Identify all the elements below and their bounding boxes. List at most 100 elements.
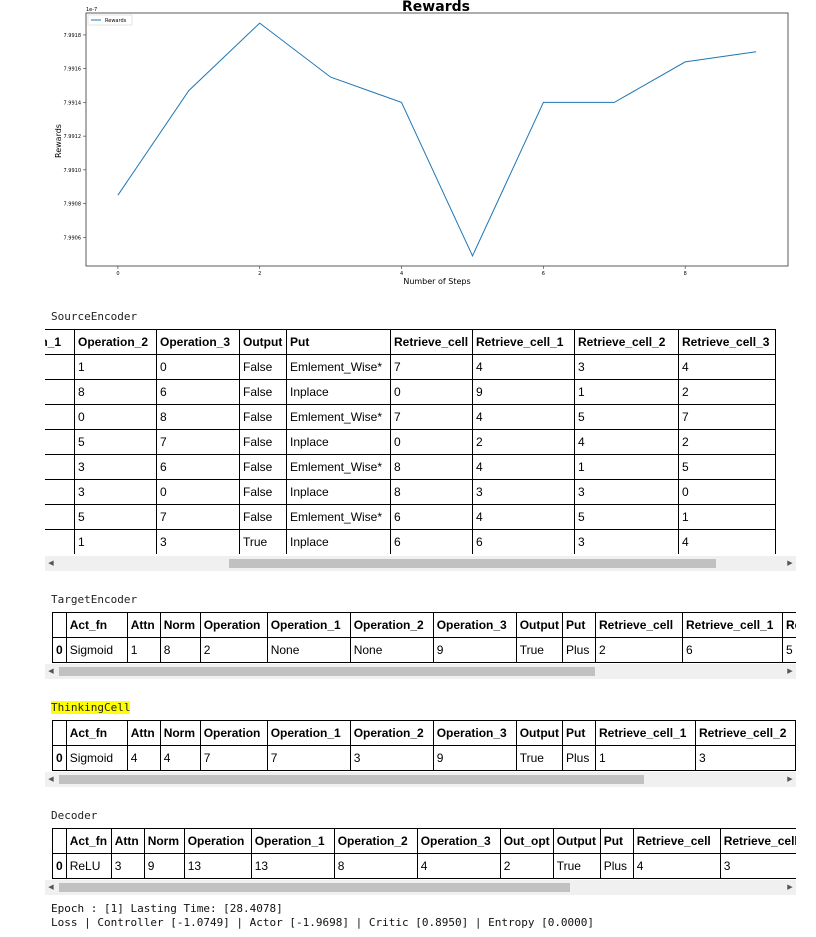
column-header: Out_opt <box>499 828 554 854</box>
scroll-left-arrow-icon[interactable]: ◀ <box>48 559 54 567</box>
table-row: 1 0 False Emlement_Wise* 7 4 3 4 <box>45 354 776 380</box>
scrollbar-thumb[interactable] <box>229 559 716 568</box>
scrollbar-thumb[interactable] <box>59 775 644 784</box>
column-header: Act_fn <box>65 828 112 854</box>
table-cell: 5 <box>74 504 157 530</box>
table-cell: None <box>349 637 434 663</box>
table-cell: 3 <box>74 454 157 480</box>
table-cell: Emlement_Wise* <box>286 504 391 530</box>
table-cell: True <box>552 853 601 879</box>
table-cell: 5 <box>678 454 776 480</box>
scroll-right-arrow-icon[interactable]: ▶ <box>787 775 793 783</box>
scrollbar-thumb[interactable] <box>59 667 595 676</box>
scroll-left-arrow-icon[interactable]: ◀ <box>48 667 54 675</box>
row-index: 0 <box>52 745 67 771</box>
column-header: Operation_3 <box>432 612 517 638</box>
table-row: 0 8 False Emlement_Wise* 7 4 5 7 <box>45 404 776 430</box>
target-encoder-table-view[interactable]: Act_fn Attn Norm Operation Operation_1 Operat… <box>45 612 796 663</box>
column-header: Retrieve_cell_1 <box>595 720 697 746</box>
series-line-rewards <box>117 22 757 258</box>
table-cell: 8 <box>333 853 418 879</box>
target-encoder-scrollbar[interactable]: ◀ ▶ <box>45 664 796 679</box>
source-encoder-table-view[interactable]: Operation_1Operation_2Operation_3OutputP… <box>45 329 796 554</box>
target-encoder-table: Act_fn Attn Norm Operation Operation_1 Operat… <box>52 612 796 663</box>
column-header: Operation_1 <box>45 329 75 355</box>
table-row: 0 Sigmoid 1 8 2 None None 9 True Plus 2 6 5 <box>52 637 796 663</box>
table-cell: 7 <box>390 404 473 430</box>
table-row: 3 6 False Emlement_Wise* 8 4 1 5 <box>45 454 776 480</box>
header-row: Act_fn Attn Norm Operation Operation_1 Operat… <box>52 720 796 746</box>
column-header: Act_fn <box>65 612 128 638</box>
row-index: 0 <box>52 853 67 879</box>
column-header: Retrieve_cell <box>595 612 684 638</box>
table-cell: 5 <box>74 429 157 455</box>
loss-log-line: Loss | Controller [-1.0749] | Actor [-1.… <box>51 916 595 929</box>
scroll-right-arrow-icon[interactable]: ▶ <box>787 559 793 567</box>
table-cell: False <box>239 429 287 455</box>
scrollbar-thumb[interactable] <box>59 883 570 892</box>
table-cell: 4 <box>159 745 201 771</box>
decoder-scrollbar[interactable]: ◀ ▶ <box>45 880 796 895</box>
table-cell: 3 <box>695 745 796 771</box>
table-cell: 1 <box>574 379 679 405</box>
table-cell: 3 <box>156 529 240 554</box>
table-cell: False <box>239 354 287 380</box>
table-cell: 9 <box>143 853 185 879</box>
table-cell: Plus <box>562 745 597 771</box>
table-cell: None <box>266 637 351 663</box>
column-header: Put <box>286 329 391 355</box>
column-header: Act_fn <box>65 720 128 746</box>
scroll-left-arrow-icon[interactable]: ◀ <box>48 775 54 783</box>
source-encoder-scrollbar[interactable]: ◀ ▶ <box>45 556 796 571</box>
table-cell: 9 <box>432 745 517 771</box>
decoder-table-view[interactable]: Act_fn Attn Norm Operation Operation_1 Operat… <box>45 828 796 879</box>
table-row: 0 Sigmoid 4 4 7 7 3 9 True Plus 1 3 <box>52 745 796 771</box>
column-header: Output <box>239 329 287 355</box>
table-cell <box>45 454 75 480</box>
table-cell: Inplace <box>286 429 391 455</box>
table-cell: 6 <box>390 504 473 530</box>
scroll-left-arrow-icon[interactable]: ◀ <box>48 883 54 891</box>
table-cell: 4 <box>678 354 776 380</box>
legend-item-rewards: Rewards <box>105 18 127 24</box>
table-cell: 2 <box>472 429 575 455</box>
column-header: Retrieve_cell_2 <box>782 612 796 638</box>
thinking-cell-scrollbar[interactable]: ◀ ▶ <box>45 772 796 787</box>
column-header: Output <box>515 720 564 746</box>
table-cell: 4 <box>126 745 161 771</box>
table-cell: 1 <box>678 504 776 530</box>
table-cell: 3 <box>574 354 679 380</box>
table-cell: 8 <box>390 454 473 480</box>
table-cell: 0 <box>74 404 157 430</box>
thinking-cell-table: Act_fn Attn Norm Operation Operation_1 Operat… <box>52 720 796 771</box>
scroll-right-arrow-icon[interactable]: ▶ <box>787 883 793 891</box>
table-cell: 8 <box>159 637 201 663</box>
chart-xlabel: Number of Steps <box>403 277 470 286</box>
column-header: Operation_1 <box>266 612 351 638</box>
table-cell: 1 <box>574 454 679 480</box>
column-header: Put <box>599 828 634 854</box>
table-cell: Plus <box>562 637 597 663</box>
decoder-label: Decoder <box>51 809 98 822</box>
table-cell: 7 <box>199 745 268 771</box>
table-cell: 4 <box>472 404 575 430</box>
column-header: Operation <box>183 828 252 854</box>
scroll-right-arrow-icon[interactable]: ▶ <box>787 667 793 675</box>
table-cell: 2 <box>199 637 268 663</box>
table-cell <box>45 504 75 530</box>
table-cell: 4 <box>678 529 776 554</box>
column-header: Output <box>552 828 601 854</box>
table-cell: Emlement_Wise* <box>286 404 391 430</box>
column-header: Retrieve_cell_1 <box>682 612 784 638</box>
table-cell: 0 <box>156 354 240 380</box>
table-cell <box>45 354 75 380</box>
table-row: 8 6 False Inplace 0 9 1 2 <box>45 379 776 405</box>
thinking-cell-table-view[interactable]: Act_fn Attn Norm Operation Operation_1 Operat… <box>45 720 796 771</box>
table-cell: False <box>239 454 287 480</box>
table-cell: 1 <box>74 354 157 380</box>
column-header: Operation_1 <box>250 828 335 854</box>
table-row: 3 0 False Inplace 8 3 3 0 <box>45 479 776 505</box>
table-cell: 2 <box>499 853 554 879</box>
table-cell: 3 <box>472 479 575 505</box>
table-cell: 7 <box>266 745 351 771</box>
